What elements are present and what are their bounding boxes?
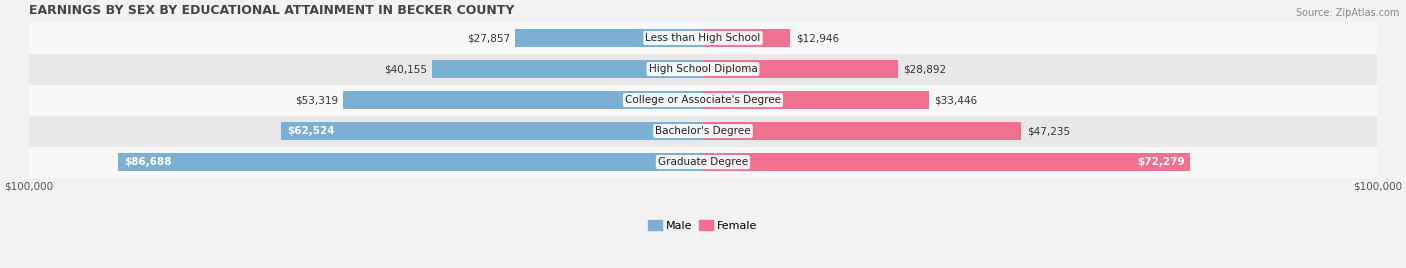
Text: $28,892: $28,892 bbox=[903, 64, 946, 74]
Text: High School Diploma: High School Diploma bbox=[648, 64, 758, 74]
Bar bbox=[118, 153, 703, 171]
Text: $40,155: $40,155 bbox=[384, 64, 427, 74]
Bar bbox=[515, 29, 703, 47]
Text: $12,946: $12,946 bbox=[796, 33, 839, 43]
Bar bbox=[432, 60, 703, 78]
Bar bbox=[28, 84, 1378, 116]
Bar bbox=[703, 29, 790, 47]
Bar bbox=[703, 122, 1022, 140]
Text: $72,279: $72,279 bbox=[1137, 157, 1185, 167]
Bar bbox=[343, 91, 703, 109]
Text: $53,319: $53,319 bbox=[295, 95, 337, 105]
Text: Bachelor's Degree: Bachelor's Degree bbox=[655, 126, 751, 136]
Bar bbox=[28, 54, 1378, 84]
Text: $62,524: $62,524 bbox=[287, 126, 335, 136]
Bar bbox=[28, 147, 1378, 178]
Text: $47,235: $47,235 bbox=[1026, 126, 1070, 136]
Bar bbox=[703, 91, 928, 109]
Text: Source: ZipAtlas.com: Source: ZipAtlas.com bbox=[1295, 8, 1399, 18]
Text: $33,446: $33,446 bbox=[934, 95, 977, 105]
Text: $27,857: $27,857 bbox=[467, 33, 510, 43]
Text: Graduate Degree: Graduate Degree bbox=[658, 157, 748, 167]
Legend: Male, Female: Male, Female bbox=[648, 221, 758, 231]
Bar bbox=[703, 60, 898, 78]
Bar bbox=[703, 153, 1191, 171]
Text: EARNINGS BY SEX BY EDUCATIONAL ATTAINMENT IN BECKER COUNTY: EARNINGS BY SEX BY EDUCATIONAL ATTAINMEN… bbox=[28, 4, 515, 17]
Text: $86,688: $86,688 bbox=[124, 157, 172, 167]
Bar bbox=[28, 116, 1378, 147]
Bar bbox=[28, 23, 1378, 54]
Text: Less than High School: Less than High School bbox=[645, 33, 761, 43]
Bar bbox=[281, 122, 703, 140]
Text: College or Associate's Degree: College or Associate's Degree bbox=[626, 95, 780, 105]
